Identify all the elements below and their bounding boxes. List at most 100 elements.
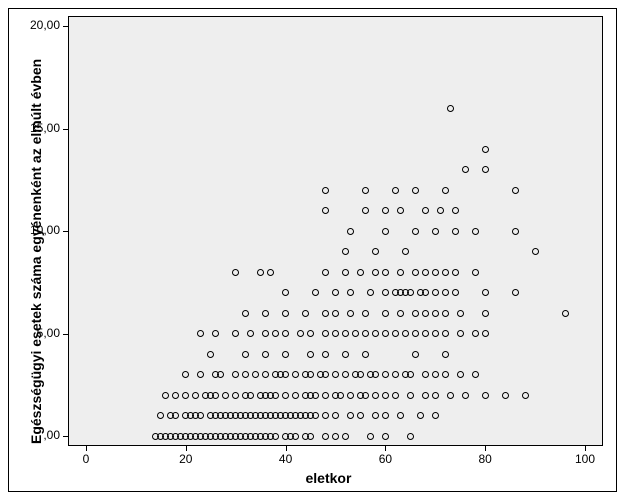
x-tick-mark	[86, 446, 87, 451]
data-point	[442, 371, 449, 378]
data-point	[337, 392, 344, 399]
data-point	[367, 289, 374, 296]
data-point	[262, 351, 269, 358]
data-point	[307, 351, 314, 358]
data-point	[362, 351, 369, 358]
data-point	[432, 269, 439, 276]
data-point	[347, 289, 354, 296]
data-point	[382, 269, 389, 276]
data-point	[482, 289, 489, 296]
data-point	[402, 330, 409, 337]
y-tick-label: 10,00	[30, 223, 60, 237]
data-point	[367, 433, 374, 440]
data-point	[362, 187, 369, 194]
data-point	[372, 248, 379, 255]
x-tick-label: 40	[276, 452, 296, 466]
data-point	[322, 433, 329, 440]
data-point	[412, 269, 419, 276]
data-point	[302, 310, 309, 317]
data-point	[262, 310, 269, 317]
data-point	[342, 433, 349, 440]
data-point	[392, 330, 399, 337]
data-point	[472, 330, 479, 337]
data-point	[442, 310, 449, 317]
data-point	[322, 187, 329, 194]
data-point	[232, 392, 239, 399]
data-point	[372, 371, 379, 378]
data-point	[412, 330, 419, 337]
data-point	[312, 289, 319, 296]
data-point	[207, 351, 214, 358]
data-point	[162, 392, 169, 399]
data-point	[332, 289, 339, 296]
data-point	[192, 392, 199, 399]
data-point	[482, 310, 489, 317]
data-point	[312, 392, 319, 399]
x-tick-label: 0	[76, 452, 96, 466]
data-point	[422, 371, 429, 378]
data-point	[397, 207, 404, 214]
data-point	[347, 392, 354, 399]
data-point	[282, 392, 289, 399]
data-point	[272, 392, 279, 399]
data-point	[482, 146, 489, 153]
data-point	[322, 371, 329, 378]
data-point	[432, 371, 439, 378]
y-tick-label: 15,00	[30, 121, 60, 135]
x-tick-mark	[286, 446, 287, 451]
data-point	[392, 187, 399, 194]
data-point	[442, 269, 449, 276]
data-point	[382, 371, 389, 378]
data-point	[382, 228, 389, 235]
data-point	[412, 310, 419, 317]
data-point	[382, 392, 389, 399]
data-point	[242, 351, 249, 358]
y-tick-label: ,00	[43, 428, 60, 442]
data-point	[322, 310, 329, 317]
data-point	[232, 269, 239, 276]
data-point	[362, 330, 369, 337]
data-point	[342, 330, 349, 337]
data-point	[482, 166, 489, 173]
data-point	[432, 412, 439, 419]
data-point	[307, 371, 314, 378]
data-point	[522, 392, 529, 399]
data-point	[422, 392, 429, 399]
data-point	[397, 269, 404, 276]
data-point	[342, 269, 349, 276]
data-point	[372, 330, 379, 337]
data-point	[402, 248, 409, 255]
data-point	[452, 269, 459, 276]
data-point	[342, 248, 349, 255]
data-point	[212, 392, 219, 399]
y-tick-mark	[63, 436, 68, 437]
data-point	[342, 351, 349, 358]
data-point	[257, 269, 264, 276]
data-point	[422, 330, 429, 337]
data-point	[182, 392, 189, 399]
data-point	[382, 289, 389, 296]
data-point	[357, 412, 364, 419]
data-point	[407, 289, 414, 296]
data-point	[422, 269, 429, 276]
data-point	[242, 310, 249, 317]
data-point	[332, 310, 339, 317]
x-tick-label: 100	[575, 452, 595, 466]
data-point	[322, 207, 329, 214]
data-point	[282, 351, 289, 358]
data-point	[412, 187, 419, 194]
data-point	[362, 207, 369, 214]
x-tick-mark	[485, 446, 486, 451]
data-point	[452, 289, 459, 296]
data-point	[272, 433, 279, 440]
data-point	[292, 392, 299, 399]
data-point	[532, 248, 539, 255]
data-point	[372, 269, 379, 276]
y-tick-mark	[63, 26, 68, 27]
data-point	[512, 187, 519, 194]
data-point	[247, 392, 254, 399]
data-point	[312, 412, 319, 419]
data-point	[362, 392, 369, 399]
data-point	[332, 330, 339, 337]
data-point	[382, 310, 389, 317]
